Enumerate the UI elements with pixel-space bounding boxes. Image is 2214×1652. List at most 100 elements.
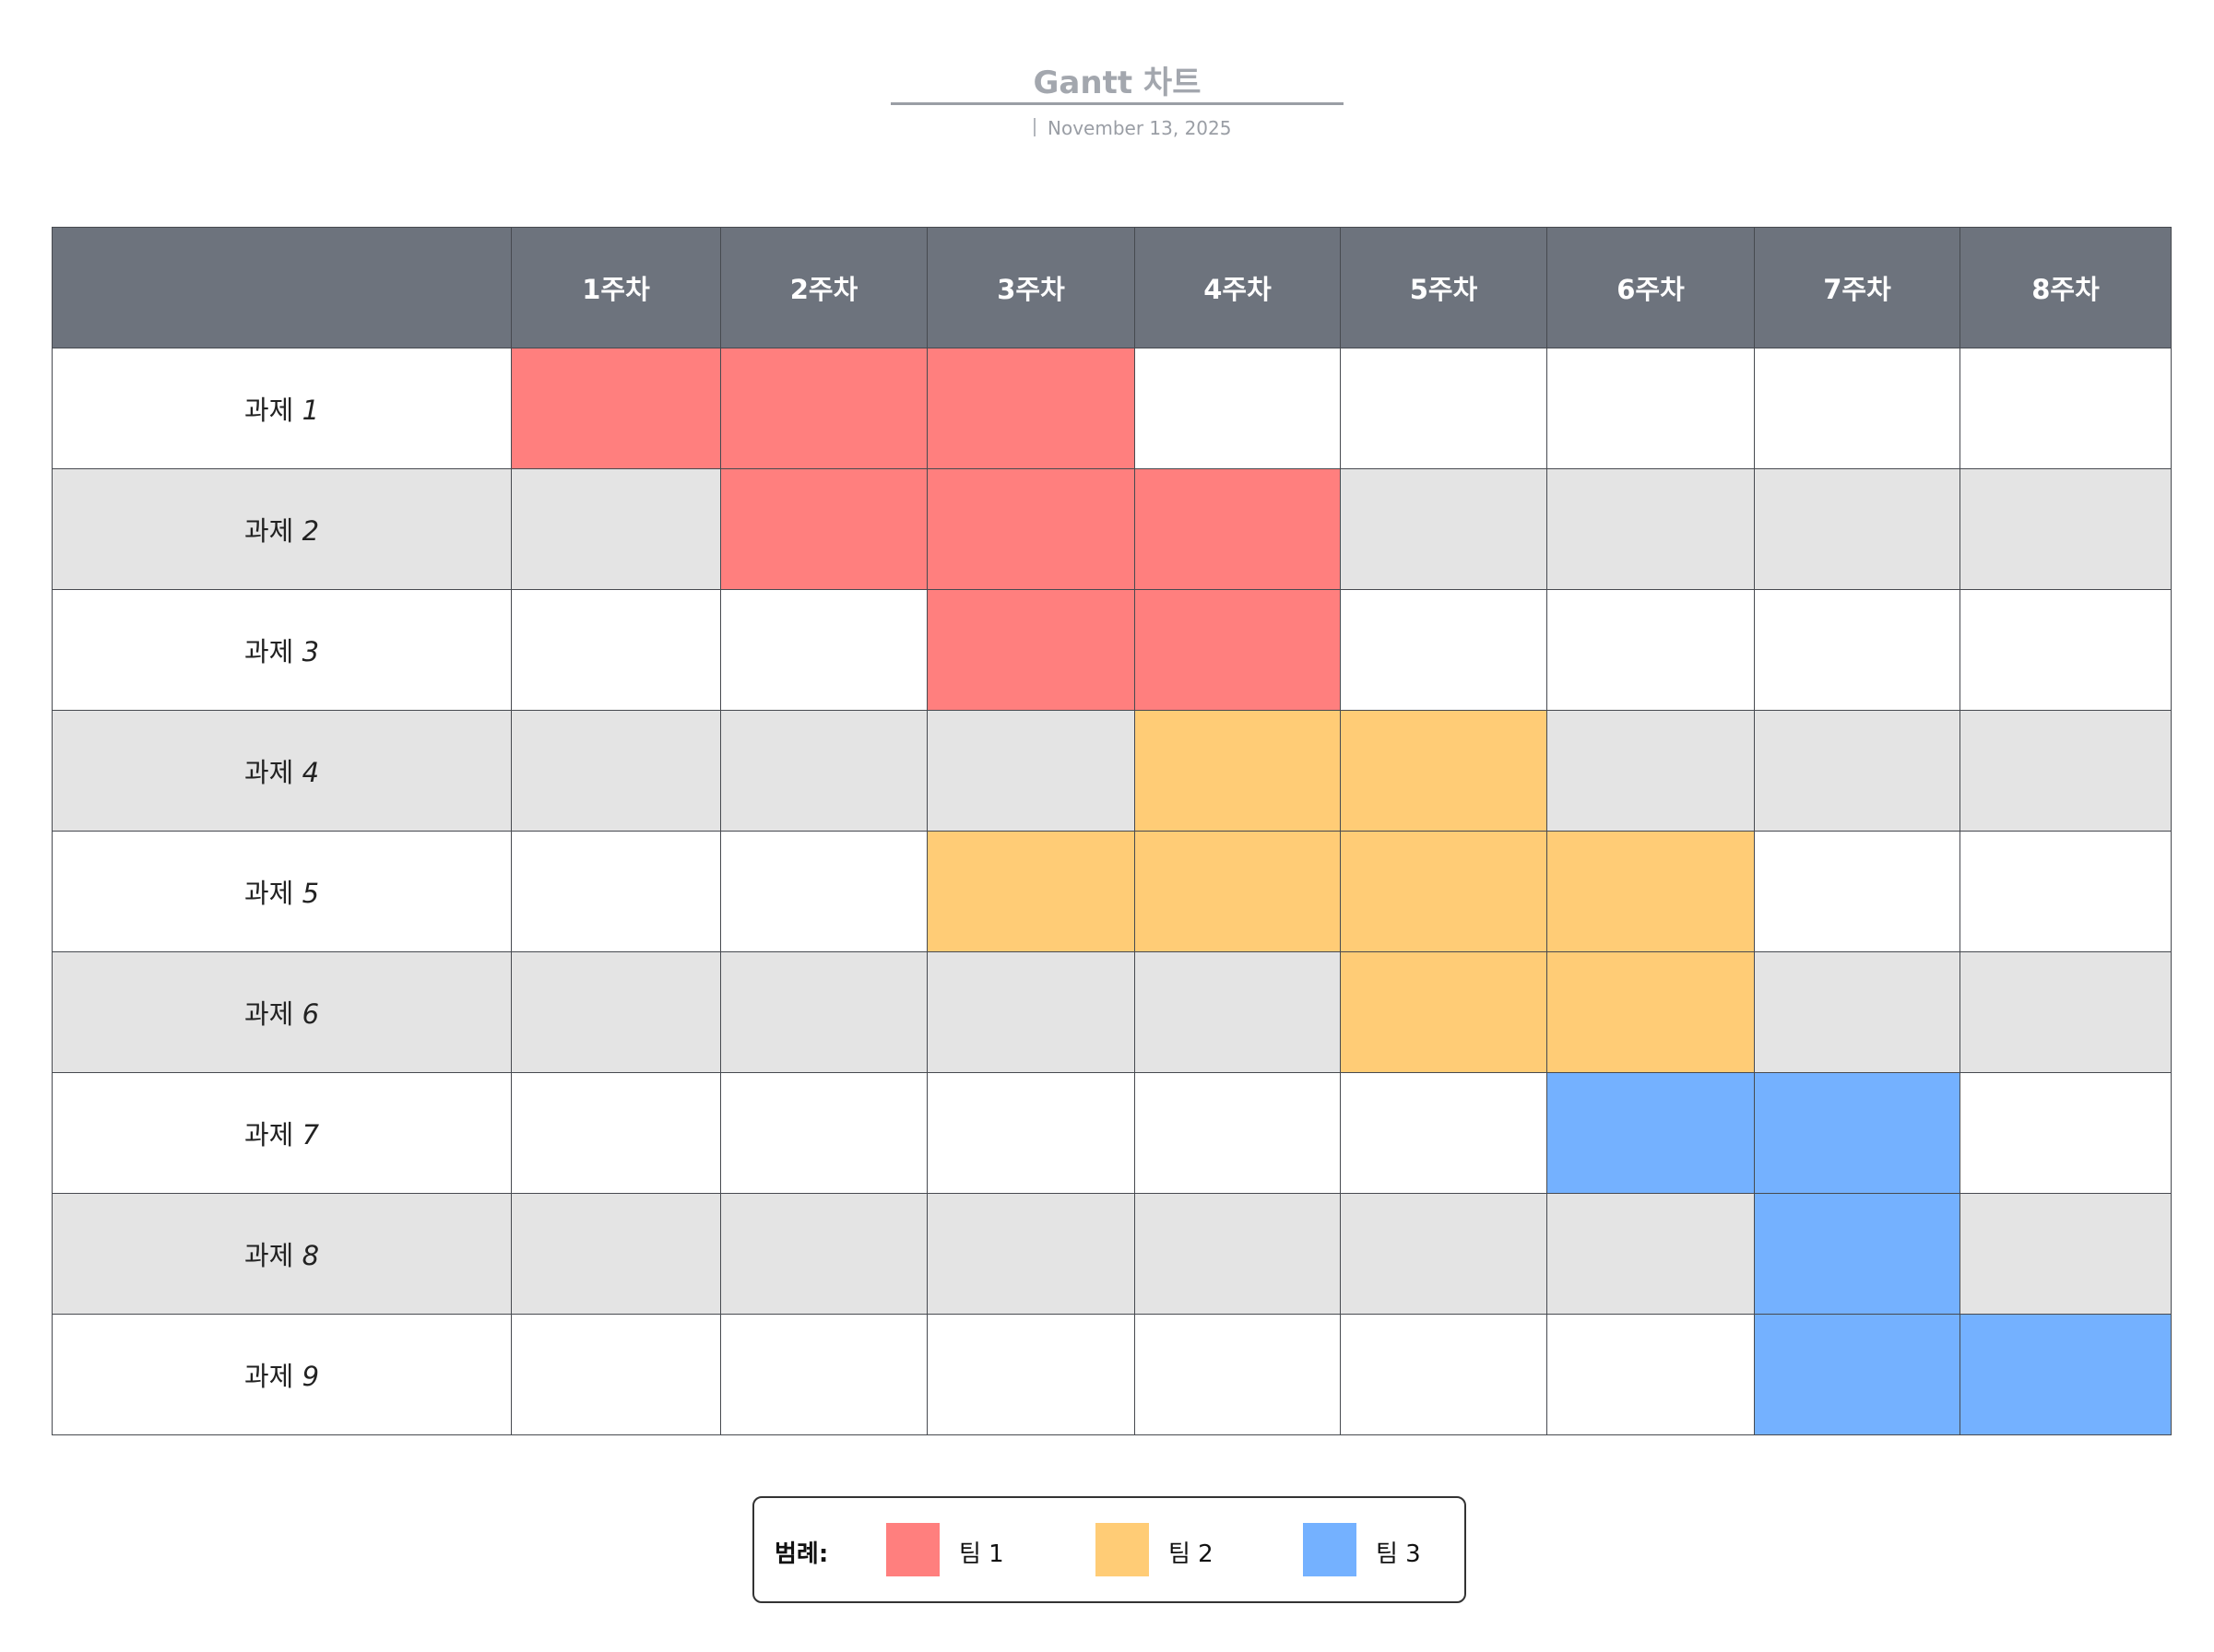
empty-cell	[1959, 1072, 2172, 1194]
empty-cell	[1754, 831, 1960, 952]
empty-cell	[927, 951, 1135, 1073]
week-header: 6주차	[1546, 227, 1755, 348]
chart-header: Gantt 차트 November 13, 2025	[0, 0, 2214, 157]
task-number: 8	[302, 1240, 320, 1271]
empty-cell	[1134, 1314, 1341, 1435]
empty-cell	[1340, 1193, 1547, 1315]
empty-cell	[1959, 348, 2172, 469]
empty-cell	[511, 831, 721, 952]
empty-cell	[1959, 468, 2172, 590]
week-header: 8주차	[1959, 227, 2172, 348]
task-number: 7	[302, 1119, 320, 1150]
task-name: 과제	[243, 998, 294, 1030]
empty-cell	[1134, 1072, 1341, 1194]
empty-cell	[1959, 951, 2172, 1073]
task-number: 6	[302, 998, 320, 1030]
task-label: 과제 7	[52, 1072, 512, 1194]
empty-cell	[720, 831, 928, 952]
task-bar-cell	[1134, 468, 1341, 590]
week-header: 1주차	[511, 227, 721, 348]
task-number: 2	[302, 515, 320, 547]
legend-label-team-3: 팀 3	[1376, 1540, 1421, 1568]
empty-cell	[1754, 589, 1960, 711]
empty-cell	[720, 1193, 928, 1315]
task-bar-cell	[1754, 1193, 1960, 1315]
task-bar-cell	[927, 589, 1135, 711]
empty-cell	[720, 1072, 928, 1194]
legend-swatch-team-2	[1095, 1523, 1149, 1576]
empty-cell	[1959, 589, 2172, 711]
empty-cell	[1546, 348, 1755, 469]
task-bar-cell	[511, 348, 721, 469]
task-bar-cell	[927, 468, 1135, 590]
legend-title: 범례:	[775, 1540, 829, 1568]
task-row: 과제 9	[52, 1314, 2172, 1435]
task-bar-cell	[1340, 710, 1547, 832]
empty-cell	[1959, 1193, 2172, 1315]
task-bar-cell	[927, 348, 1135, 469]
empty-cell	[1546, 1314, 1755, 1435]
task-bar-cell	[1134, 589, 1341, 711]
empty-cell	[927, 1072, 1135, 1194]
empty-cell	[1134, 348, 1341, 469]
legend: 범례: 팀 1 팀 2 팀 3	[752, 1496, 1466, 1603]
empty-cell	[720, 589, 928, 711]
empty-cell	[1340, 589, 1547, 711]
empty-cell	[1340, 468, 1547, 590]
task-bar-cell	[720, 468, 928, 590]
empty-cell	[1546, 1193, 1755, 1315]
chart-date: November 13, 2025	[1048, 117, 1232, 139]
legend-swatch-team-1	[886, 1523, 940, 1576]
task-name: 과제	[243, 636, 294, 667]
empty-cell	[511, 589, 721, 711]
empty-cell	[1134, 1193, 1341, 1315]
task-name: 과제	[243, 1240, 294, 1271]
task-bar-cell	[1546, 1072, 1755, 1194]
empty-cell	[1754, 468, 1960, 590]
empty-cell	[1959, 831, 2172, 952]
legend-label-team-1: 팀 1	[959, 1540, 1004, 1568]
week-header: 2주차	[720, 227, 928, 348]
legend-swatch-team-3	[1303, 1523, 1356, 1576]
task-label: 과제 8	[52, 1193, 512, 1315]
empty-cell	[720, 951, 928, 1073]
task-bar-cell	[1134, 831, 1341, 952]
task-row: 과제 7	[52, 1072, 2172, 1194]
date-divider	[1034, 118, 1036, 136]
empty-cell	[927, 1314, 1135, 1435]
task-row: 과제 3	[52, 589, 2172, 711]
empty-cell	[1546, 468, 1755, 590]
week-header: 5주차	[1340, 227, 1547, 348]
task-name: 과제	[243, 395, 294, 426]
task-row: 과제 6	[52, 951, 2172, 1073]
empty-cell	[1340, 348, 1547, 469]
empty-cell	[1959, 710, 2172, 832]
task-bar-cell	[1754, 1314, 1960, 1435]
legend-label-team-2: 팀 2	[1168, 1540, 1214, 1568]
empty-cell	[927, 710, 1135, 832]
task-bar-cell	[1546, 951, 1755, 1073]
empty-cell	[511, 1314, 721, 1435]
task-bar-cell	[1959, 1314, 2172, 1435]
task-row: 과제 4	[52, 710, 2172, 832]
task-number: 4	[302, 757, 320, 788]
empty-cell	[720, 710, 928, 832]
task-label: 과제 9	[52, 1314, 512, 1435]
task-row: 과제 2	[52, 468, 2172, 590]
task-label: 과제 1	[52, 348, 512, 469]
task-name: 과제	[243, 1361, 294, 1392]
task-label: 과제 4	[52, 710, 512, 832]
task-bar-cell	[1134, 710, 1341, 832]
gantt-table: 1주차 2주차 3주차 4주차 5주차 6주차 7주차 8주차 과제 1 과제 2 과제 3 과제 …	[52, 227, 2172, 1435]
empty-cell	[511, 1072, 721, 1194]
task-bar-cell	[1340, 831, 1547, 952]
task-row: 과제 1	[52, 348, 2172, 469]
empty-cell	[1546, 589, 1755, 711]
empty-cell	[927, 1193, 1135, 1315]
task-bar-cell	[927, 831, 1135, 952]
task-number: 5	[302, 878, 320, 909]
task-bar-cell	[1754, 1072, 1960, 1194]
task-row: 과제 5	[52, 831, 2172, 952]
title-underline	[891, 102, 1344, 105]
task-label: 과제 6	[52, 951, 512, 1073]
